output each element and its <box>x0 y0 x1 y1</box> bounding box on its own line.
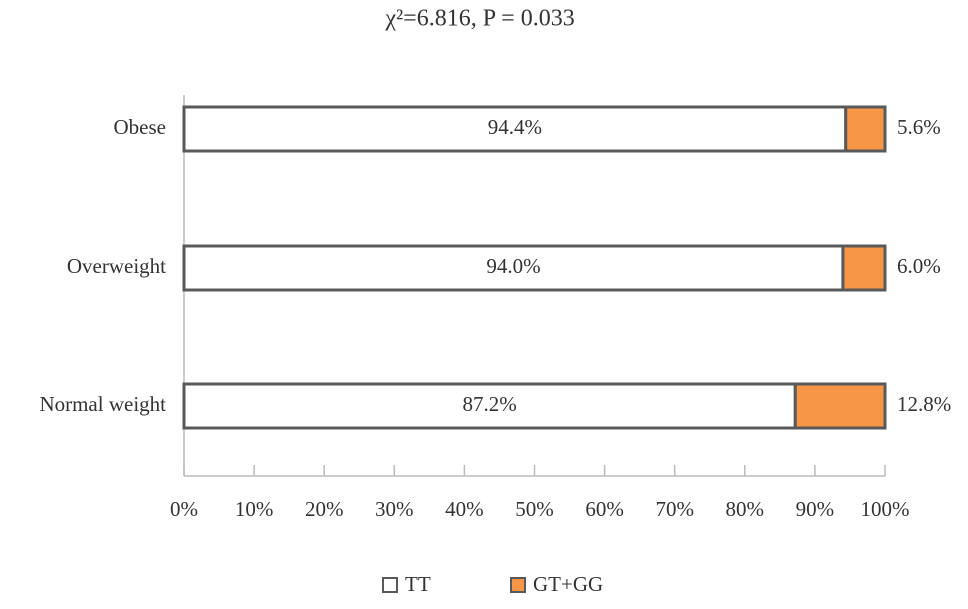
x-tick-label: 40% <box>445 497 484 521</box>
value-label: 94.4% <box>488 115 542 139</box>
x-tick-label: 30% <box>375 497 414 521</box>
value-label: 5.6% <box>897 115 941 139</box>
bar-segment <box>841 244 887 292</box>
bar-segment <box>182 382 797 430</box>
bar-segment <box>793 382 887 430</box>
y-tick-label: Normal weight <box>39 392 166 416</box>
value-label: 87.2% <box>463 392 517 416</box>
bar-segment <box>844 105 887 153</box>
y-tick-label: Obese <box>114 115 166 139</box>
x-tick-label: 60% <box>585 497 624 521</box>
x-tick-label: 0% <box>170 497 198 521</box>
bar-segment <box>182 244 845 292</box>
value-label: 6.0% <box>897 254 941 278</box>
value-label: 94.0% <box>486 254 540 278</box>
legend-label: GT+GG <box>533 572 603 596</box>
legend-swatch <box>382 577 398 593</box>
legend-swatch <box>510 577 526 593</box>
x-tick-label: 70% <box>655 497 694 521</box>
chart-title: χ²=6.816, P = 0.033 <box>384 6 574 32</box>
x-tick-label: 10% <box>235 497 274 521</box>
x-tick-label: 90% <box>796 497 835 521</box>
value-label: 12.8% <box>897 392 951 416</box>
y-tick-label: Overweight <box>67 254 166 278</box>
x-tick-label: 20% <box>305 497 344 521</box>
x-tick-label: 80% <box>726 497 765 521</box>
x-tick-label: 50% <box>515 497 554 521</box>
x-tick-label: 100% <box>861 497 910 521</box>
legend-label: TT <box>405 572 431 596</box>
